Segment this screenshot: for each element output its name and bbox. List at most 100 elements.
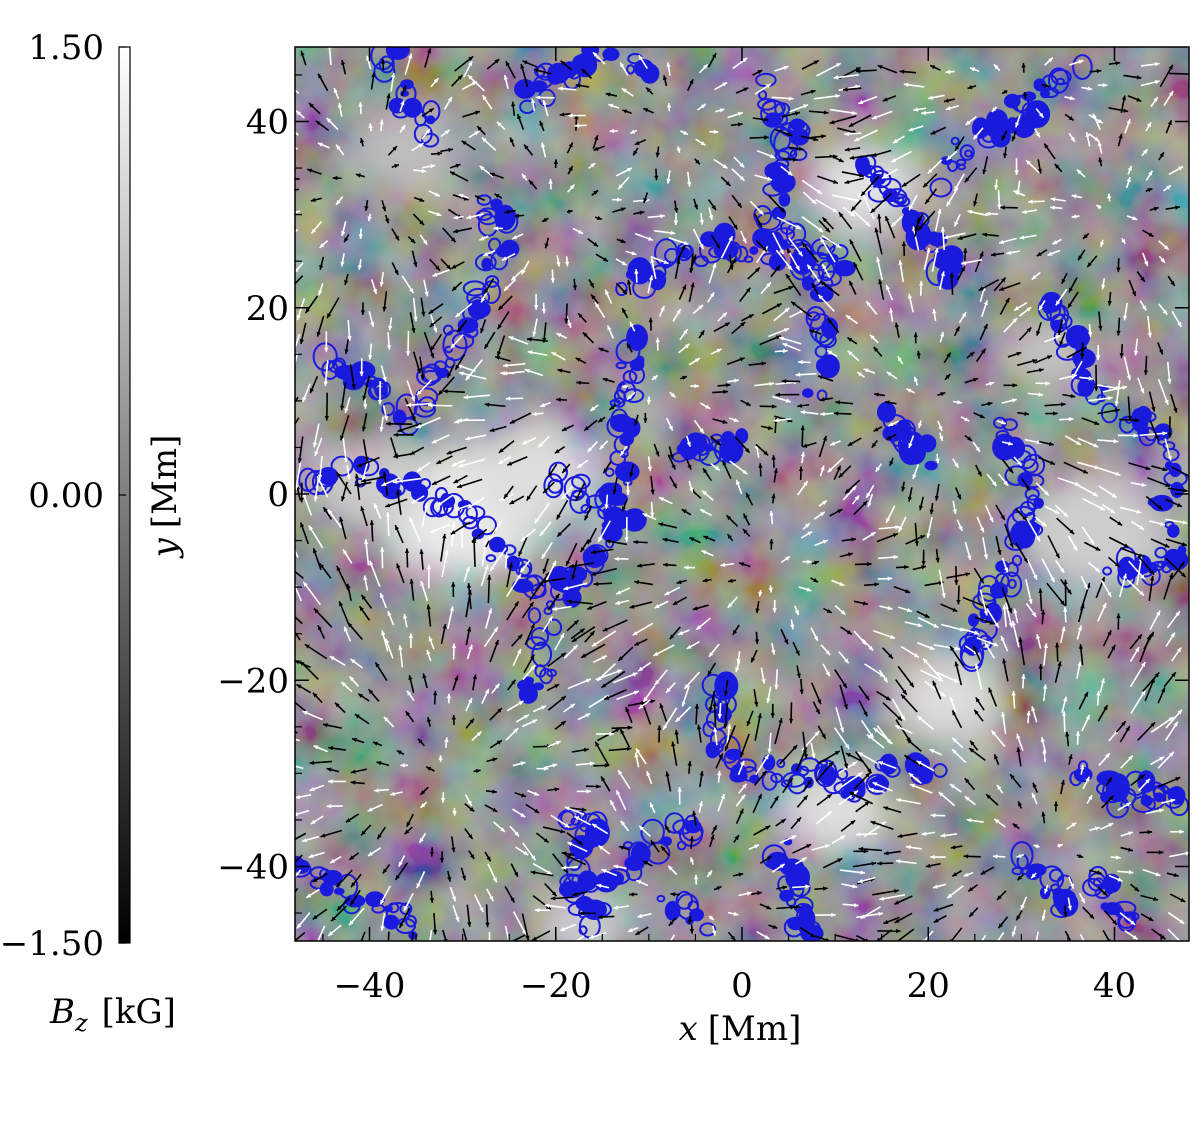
velocity-arrow-head	[683, 329, 688, 335]
velocity-arrow-head	[1133, 350, 1139, 356]
contour-blob	[378, 55, 395, 74]
velocity-arrow-head	[923, 658, 928, 664]
velocity-arrow-head	[819, 397, 825, 402]
velocity-arrow-head	[485, 922, 490, 928]
velocity-arrow-head	[798, 146, 804, 151]
velocity-arrow-head	[663, 724, 668, 730]
velocity-arrow-head	[457, 364, 463, 369]
velocity-arrow-head	[770, 713, 775, 718]
velocity-arrow-head	[597, 676, 603, 681]
velocity-arrow-head	[1002, 89, 1008, 94]
velocity-arrow-head	[548, 179, 553, 184]
velocity-arrow-head	[409, 288, 414, 294]
velocity-arrow-head	[823, 886, 828, 891]
velocity-arrow-head	[1116, 613, 1121, 619]
contour-blob	[605, 538, 615, 549]
velocity-arrow-head	[1121, 721, 1126, 727]
velocity-arrow-head	[666, 687, 671, 693]
velocity-arrow-head	[694, 703, 700, 709]
velocity-arrow-head	[1134, 647, 1140, 653]
velocity-arrow-head	[487, 947, 491, 952]
velocity-arrow-head	[943, 235, 949, 240]
velocity-arrow-head	[452, 811, 457, 816]
velocity-arrow-head	[605, 289, 610, 295]
velocity-arrow-head	[813, 635, 818, 641]
velocity-arrow-head	[404, 829, 410, 835]
velocity-arrow-head	[822, 217, 828, 223]
velocity-arrow-head	[552, 606, 558, 612]
velocity-arrow-head	[1148, 170, 1153, 176]
velocity-arrow-head	[1068, 754, 1073, 760]
velocity-arrow-head	[449, 606, 454, 612]
velocity-arrow-head	[439, 858, 445, 863]
velocity-arrow-head	[1180, 572, 1186, 578]
velocity-arrow-head	[728, 578, 733, 583]
velocity-arrow-head	[914, 541, 919, 546]
velocity-arrow-head	[723, 723, 728, 729]
velocity-arrow-head	[492, 807, 498, 812]
velocity-arrow-head	[1126, 802, 1132, 807]
velocity-arrow-head	[492, 789, 497, 794]
velocity-arrow-head	[620, 207, 626, 212]
velocity-arrow-head	[1180, 941, 1185, 946]
contour-blob	[762, 182, 784, 197]
velocity-arrow-head	[854, 137, 860, 142]
velocity-arrow-head	[296, 110, 301, 116]
velocity-arrow-head	[712, 262, 717, 268]
velocity-arrow-head	[843, 763, 849, 769]
velocity-arrow-head	[625, 707, 630, 713]
velocity-arrow-head	[832, 208, 838, 213]
velocity-arrow-head	[1128, 870, 1134, 875]
contour-blob	[527, 607, 542, 624]
contour-blob	[354, 477, 366, 488]
velocity-arrow-head	[1123, 315, 1128, 321]
velocity-arrow-head	[360, 506, 365, 512]
velocity-arrow	[295, 417, 300, 426]
velocity-arrow-head	[336, 565, 341, 571]
contour-blob	[476, 515, 498, 536]
velocity-arrow-head	[909, 205, 914, 211]
velocity-arrow-head	[626, 746, 632, 752]
velocity-arrow-head	[616, 590, 622, 595]
velocity-arrow-head	[1019, 235, 1025, 240]
velocity-arrow-head	[886, 435, 892, 440]
velocity-arrow	[580, 643, 606, 659]
velocity-arrow-head	[1008, 622, 1013, 628]
velocity-arrow-head	[817, 699, 822, 705]
velocity-arrow-head	[556, 397, 561, 402]
velocity-arrow-head	[615, 728, 621, 733]
velocity-arrow-head	[487, 575, 492, 580]
velocity-arrow-head	[762, 246, 767, 252]
velocity-arrow-head	[1007, 441, 1013, 446]
velocity-arrow-head	[1136, 75, 1142, 80]
velocity-arrow-head	[751, 657, 756, 663]
velocity-arrow-head	[1181, 542, 1187, 547]
velocity-arrow-head	[513, 728, 519, 733]
velocity-arrow-head	[1037, 168, 1043, 174]
velocity-arrow-head	[442, 533, 447, 539]
velocity-arrow-head	[542, 100, 547, 106]
velocity-arrow-head	[336, 144, 341, 150]
contour-blob	[485, 554, 497, 563]
velocity-arrow	[302, 581, 322, 606]
velocity-arrow	[441, 549, 449, 578]
velocity-arrow-head	[871, 152, 877, 157]
velocity-arrow-head	[316, 331, 321, 337]
velocity-arrow-head	[665, 824, 670, 830]
velocity-arrow-head	[821, 733, 826, 739]
velocity-arrow-head	[686, 441, 691, 447]
velocity-arrow-head	[578, 229, 584, 234]
velocity-arrow-head	[686, 644, 692, 649]
velocity-arrow-head	[1055, 335, 1061, 340]
velocity-arrow-head	[703, 535, 709, 540]
contour-blob	[689, 908, 704, 922]
velocity-arrow-head	[898, 526, 903, 532]
velocity-arrow-head	[700, 509, 706, 514]
velocity-arrow-head	[367, 851, 373, 856]
velocity-arrow-head	[513, 871, 518, 877]
velocity-arrow-head	[465, 436, 471, 441]
velocity-arrow-head	[769, 381, 775, 386]
velocity-arrow-head	[1141, 662, 1146, 668]
velocity-arrow-head	[1012, 383, 1018, 388]
